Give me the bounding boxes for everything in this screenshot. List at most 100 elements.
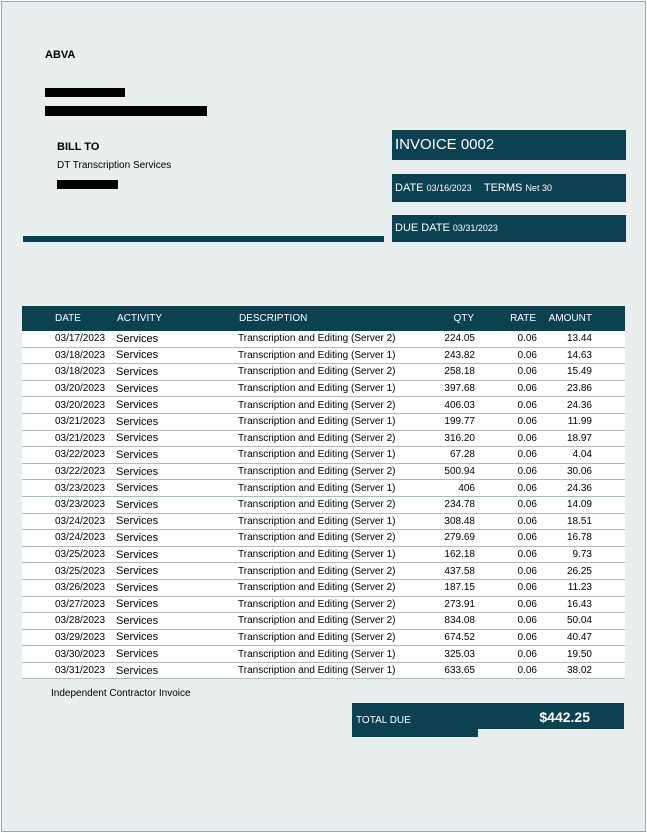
total-due-value: $442.25 (539, 709, 590, 725)
table-row: 03/23/2023 Services Transcription and Edit… (22, 496, 625, 514)
cell-amount: 24.36 (537, 479, 625, 497)
cell-description: Transcription and Editing (Server 2) (238, 612, 415, 630)
cell-rate: 0.06 (475, 513, 537, 531)
cell-date: 03/26/2023 (22, 579, 116, 597)
cell-rate: 0.06 (475, 479, 537, 497)
table-row: 03/31/2023 Services Transcription and Edit… (22, 662, 625, 680)
cell-activity: Services (116, 596, 238, 614)
table-row: 03/22/2023 Services Transcription and Edit… (22, 463, 625, 481)
cell-description: Transcription and Editing (Server 1) (238, 546, 415, 564)
cell-amount: 23.86 (537, 380, 625, 398)
cell-qty: 258.18 (415, 363, 475, 381)
cell-activity: Services (116, 446, 238, 464)
cell-rate: 0.06 (475, 612, 537, 630)
cell-description: Transcription and Editing (Server 2) (238, 331, 415, 348)
cell-amount: 9.73 (537, 546, 625, 564)
cell-description: Transcription and Editing (Server 2) (238, 579, 415, 597)
terms-value: Net 30 (525, 183, 552, 193)
total-due-label: TOTAL DUE (356, 715, 411, 726)
due-date: 03/31/2023 (452, 223, 498, 233)
cell-date: 03/24/2023 (22, 513, 116, 531)
cell-description: Transcription and Editing (Server 1) (238, 413, 415, 431)
cell-description: Transcription and Editing (Server 2) (238, 596, 415, 614)
cell-amount: 15.49 (537, 363, 625, 381)
col-qty: QTY (415, 306, 475, 331)
table-row: 03/25/2023 Services Transcription and Edit… (22, 562, 625, 580)
cell-rate: 0.06 (475, 331, 537, 348)
cell-activity: Services (116, 396, 238, 414)
table-row: 03/18/2023 Services Transcription and Edit… (22, 363, 625, 381)
cell-activity: Services (116, 562, 238, 580)
cell-amount: 19.50 (537, 645, 625, 663)
cell-rate: 0.06 (475, 363, 537, 381)
table-row: 03/20/2023 Services Transcription and Edit… (22, 380, 625, 398)
cell-rate: 0.06 (475, 463, 537, 481)
cell-qty: 316.20 (415, 430, 475, 448)
invoice-title: INVOICE 0002 (392, 130, 626, 160)
cell-activity: Services (116, 380, 238, 398)
cell-qty: 67.28 (415, 446, 475, 464)
due-date-box: DUE DATE 03/31/2023 (392, 215, 626, 242)
table-row: 03/22/2023 Services Transcription and Edit… (22, 446, 625, 464)
col-description: DESCRIPTION (238, 306, 415, 331)
footer-note: Independent Contractor Invoice (51, 688, 191, 699)
col-rate: RATE (475, 306, 537, 331)
cell-date: 03/22/2023 (22, 463, 116, 481)
table-row: 03/17/2023 Services Transcription and Edit… (22, 331, 625, 348)
cell-activity: Services (116, 546, 238, 564)
date-terms-box: DATE 03/16/2023 TERMS Net 30 (392, 174, 626, 202)
cell-rate: 0.06 (475, 579, 537, 597)
cell-rate: 0.06 (475, 562, 537, 580)
table-row: 03/24/2023 Services Transcription and Edit… (22, 513, 625, 531)
cell-qty: 406.03 (415, 396, 475, 414)
cell-qty: 674.52 (415, 629, 475, 647)
cell-description: Transcription and Editing (Server 2) (238, 562, 415, 580)
table-row: 03/27/2023 Services Transcription and Edit… (22, 596, 625, 614)
total-accent-bar (352, 729, 478, 737)
cell-rate: 0.06 (475, 645, 537, 663)
cell-amount: 16.78 (537, 529, 625, 547)
col-activity: ACTIVITY (116, 306, 238, 331)
cell-qty: 162.18 (415, 546, 475, 564)
date-label: DATE (395, 182, 424, 194)
cell-description: Transcription and Editing (Server 2) (238, 396, 415, 414)
table-row: 03/26/2023 Services Transcription and Edit… (22, 579, 625, 597)
cell-qty: 397.68 (415, 380, 475, 398)
table-header: DATE ACTIVITY DESCRIPTION QTY RATE AMOUN… (22, 306, 625, 331)
cell-amount: 11.99 (537, 413, 625, 431)
line-items-table: DATE ACTIVITY DESCRIPTION QTY RATE AMOUN… (22, 306, 625, 680)
cell-date: 03/28/2023 (22, 612, 116, 630)
cell-activity: Services (116, 513, 238, 531)
table-row: 03/20/2023 Services Transcription and Edit… (22, 396, 625, 414)
cell-description: Transcription and Editing (Server 1) (238, 380, 415, 398)
cell-activity: Services (116, 363, 238, 381)
col-date: DATE (22, 306, 116, 331)
cell-description: Transcription and Editing (Server 2) (238, 496, 415, 514)
cell-amount: 50.04 (537, 612, 625, 630)
cell-amount: 24.36 (537, 396, 625, 414)
cell-date: 03/18/2023 (22, 347, 116, 365)
cell-date: 03/21/2023 (22, 413, 116, 431)
cell-amount: 16.43 (537, 596, 625, 614)
cell-rate: 0.06 (475, 380, 537, 398)
cell-rate: 0.06 (475, 347, 537, 365)
due-date-label: DUE DATE (395, 222, 450, 234)
cell-date: 03/30/2023 (22, 645, 116, 663)
cell-qty: 633.65 (415, 662, 475, 680)
cell-rate: 0.06 (475, 413, 537, 431)
cell-activity: Services (116, 331, 238, 348)
redacted-block (45, 106, 207, 116)
divider-bar (23, 236, 384, 242)
cell-amount: 14.63 (537, 347, 625, 365)
cell-description: Transcription and Editing (Server 2) (238, 463, 415, 481)
cell-activity: Services (116, 496, 238, 514)
cell-description: Transcription and Editing (Server 2) (238, 430, 415, 448)
cell-amount: 14.09 (537, 496, 625, 514)
table-row: 03/29/2023 Services Transcription and Edit… (22, 629, 625, 647)
cell-amount: 26.25 (537, 562, 625, 580)
cell-activity: Services (116, 629, 238, 647)
cell-activity: Services (116, 579, 238, 597)
cell-amount: 18.97 (537, 430, 625, 448)
cell-date: 03/23/2023 (22, 496, 116, 514)
cell-activity: Services (116, 413, 238, 431)
